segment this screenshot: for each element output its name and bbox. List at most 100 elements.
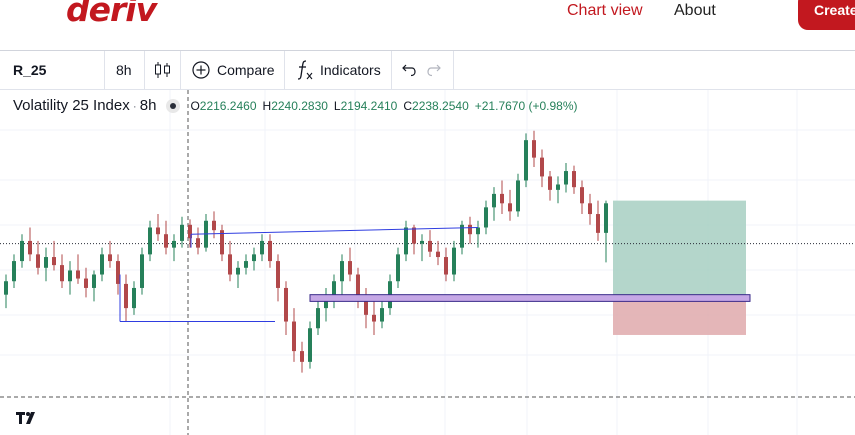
legend-interval: 8h bbox=[139, 97, 157, 114]
candle-body bbox=[268, 240, 272, 262]
candle-body bbox=[92, 274, 96, 288]
candle-body bbox=[572, 171, 576, 188]
candle-body bbox=[484, 207, 488, 228]
candle-body bbox=[148, 227, 152, 255]
chart-toolbar: R_25 8h Compare Indicators bbox=[0, 50, 855, 90]
candle-body bbox=[116, 261, 120, 284]
candle-body bbox=[68, 270, 72, 282]
deriv-logo[interactable]: deriv bbox=[66, 0, 157, 29]
candle-body bbox=[564, 171, 568, 185]
tradingview-logo[interactable] bbox=[10, 405, 44, 431]
compare-label: Compare bbox=[217, 62, 275, 78]
candle-body bbox=[60, 265, 64, 282]
candle-body bbox=[364, 294, 368, 315]
interval-button[interactable]: 8h bbox=[116, 62, 132, 78]
candle-body bbox=[172, 240, 176, 248]
candle-body bbox=[220, 230, 224, 255]
candle-body bbox=[396, 254, 400, 282]
indicators-label: Indicators bbox=[320, 62, 381, 78]
candle-body bbox=[476, 227, 480, 235]
site-header: deriv Chart view About Create bbox=[0, 0, 855, 50]
candle-body bbox=[252, 254, 256, 262]
symbol-search-button[interactable]: R_25 bbox=[13, 62, 47, 78]
candle-body bbox=[180, 224, 184, 241]
legend-high: H2240.2830 bbox=[262, 98, 328, 113]
candle-body bbox=[212, 220, 216, 231]
market-status-dot bbox=[170, 102, 177, 109]
candle-body bbox=[356, 274, 360, 295]
legend-separator: · bbox=[132, 98, 137, 113]
candle-body bbox=[244, 261, 248, 268]
candle-body bbox=[284, 287, 288, 322]
candle-body bbox=[236, 267, 240, 275]
candle-body bbox=[516, 180, 520, 212]
candle-body bbox=[156, 227, 160, 235]
chart-legend: Volatility 25 Index · 8h O2216.2460 H224… bbox=[13, 97, 584, 114]
resistance-line bbox=[190, 226, 479, 235]
legend-symbol[interactable]: Volatility 25 Index bbox=[13, 97, 130, 114]
redo-button[interactable] bbox=[427, 51, 443, 89]
candle-body bbox=[524, 140, 528, 181]
candle-body bbox=[292, 321, 296, 352]
legend-low: L2194.2410 bbox=[333, 98, 398, 113]
chart-type-button[interactable] bbox=[154, 51, 172, 89]
indicators-button[interactable]: Indicators bbox=[295, 51, 381, 89]
candle-body bbox=[100, 254, 104, 275]
candle-body bbox=[260, 240, 264, 255]
candle-body bbox=[580, 187, 584, 204]
profit-zone bbox=[613, 200, 746, 295]
candle-body bbox=[340, 261, 344, 282]
nav-about[interactable]: About bbox=[674, 2, 716, 19]
chart-area[interactable]: Volatility 25 Index · 8h O2216.2460 H224… bbox=[0, 90, 855, 435]
function-icon bbox=[297, 60, 313, 80]
candle-body bbox=[308, 328, 312, 362]
support-zone bbox=[309, 294, 751, 302]
candle-body bbox=[28, 240, 32, 255]
candle-body bbox=[604, 203, 608, 233]
candle-body bbox=[492, 193, 496, 208]
legend-open: O2216.2460 bbox=[190, 98, 257, 113]
candle-body bbox=[12, 261, 16, 282]
candle-body bbox=[380, 308, 384, 322]
candle-body bbox=[420, 240, 424, 244]
candle-body bbox=[132, 287, 136, 309]
candle-body bbox=[332, 281, 336, 295]
toolbar-divider bbox=[104, 51, 105, 89]
candle-body bbox=[460, 224, 464, 248]
candle-body bbox=[500, 193, 504, 204]
candle-body bbox=[140, 254, 144, 288]
candle-body bbox=[84, 278, 88, 288]
candle-body bbox=[348, 261, 352, 275]
candle-body bbox=[452, 247, 456, 275]
toolbar-divider bbox=[391, 51, 392, 89]
candle-body bbox=[444, 257, 448, 275]
candle-body bbox=[20, 240, 24, 262]
candle-body bbox=[108, 254, 112, 262]
candle-body bbox=[52, 257, 56, 266]
candle-body bbox=[188, 224, 192, 239]
candle-body bbox=[508, 203, 512, 212]
create-button[interactable]: Create bbox=[798, 0, 855, 30]
candle-body bbox=[196, 238, 200, 248]
candle-body bbox=[372, 314, 376, 322]
toolbar-divider bbox=[180, 51, 181, 89]
candle-body bbox=[468, 224, 472, 235]
candle-body bbox=[124, 283, 128, 309]
candle-body bbox=[316, 308, 320, 329]
legend-close: C2238.2540 bbox=[403, 98, 469, 113]
candle-body bbox=[532, 140, 536, 158]
legend-change: +21.7670 (+0.98%) bbox=[474, 98, 578, 113]
candle-body bbox=[596, 214, 600, 233]
candle-body bbox=[404, 227, 408, 255]
nav-chart-view[interactable]: Chart view bbox=[567, 2, 643, 19]
candle-body bbox=[588, 203, 592, 215]
toolbar-divider bbox=[144, 51, 145, 89]
price-chart[interactable] bbox=[0, 90, 855, 435]
candle-body bbox=[4, 281, 8, 295]
compare-button[interactable]: Compare bbox=[191, 51, 275, 89]
tradingview-logo-icon bbox=[16, 412, 35, 424]
toolbar-divider bbox=[453, 51, 454, 89]
plus-circle-icon bbox=[192, 61, 210, 79]
redo-icon bbox=[427, 64, 441, 77]
undo-button[interactable] bbox=[400, 51, 416, 89]
